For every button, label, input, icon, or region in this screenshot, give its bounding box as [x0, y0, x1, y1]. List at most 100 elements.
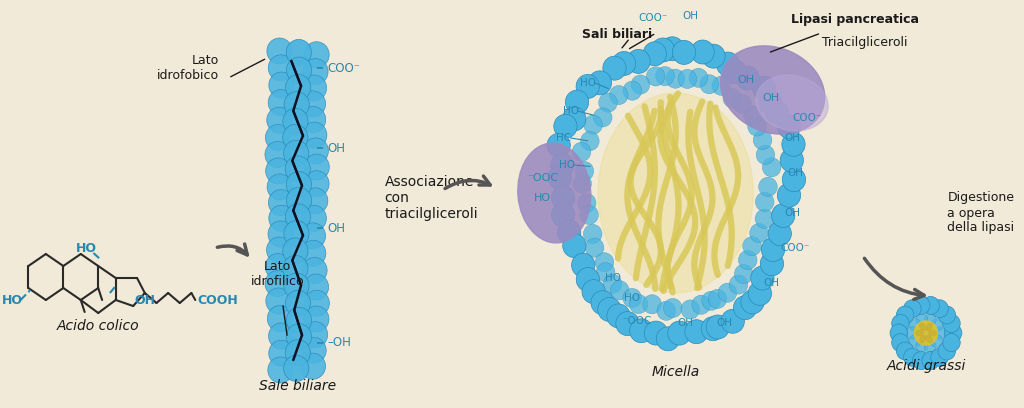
Circle shape	[721, 309, 744, 333]
Text: Acido colico: Acido colico	[57, 319, 139, 333]
Circle shape	[268, 357, 293, 383]
Circle shape	[269, 205, 294, 231]
Circle shape	[562, 107, 586, 131]
Circle shape	[304, 42, 329, 68]
Text: COOH: COOH	[198, 293, 238, 306]
Circle shape	[266, 237, 292, 263]
Ellipse shape	[598, 93, 754, 293]
Circle shape	[723, 60, 746, 84]
Text: OH: OH	[328, 222, 345, 235]
Circle shape	[552, 186, 574, 210]
Circle shape	[304, 154, 330, 180]
Text: HC: HC	[556, 133, 571, 143]
Text: OH: OH	[784, 133, 801, 143]
Text: COO⁻: COO⁻	[328, 62, 360, 75]
Text: HO: HO	[604, 273, 621, 283]
Circle shape	[723, 89, 741, 108]
Circle shape	[931, 319, 943, 331]
Circle shape	[914, 321, 938, 345]
Text: Acidi grassi: Acidi grassi	[886, 359, 966, 373]
Circle shape	[729, 275, 748, 294]
Circle shape	[733, 296, 757, 320]
Circle shape	[756, 192, 774, 211]
Circle shape	[581, 131, 599, 151]
Circle shape	[303, 59, 328, 84]
Circle shape	[584, 224, 602, 244]
Text: COO⁻: COO⁻	[792, 113, 821, 123]
Circle shape	[571, 253, 595, 277]
Circle shape	[718, 283, 736, 302]
Circle shape	[303, 138, 329, 164]
Text: OH: OH	[328, 142, 345, 155]
Circle shape	[643, 42, 667, 66]
Circle shape	[268, 190, 294, 216]
Circle shape	[265, 254, 291, 279]
Circle shape	[692, 295, 711, 314]
Circle shape	[938, 306, 955, 324]
Circle shape	[548, 166, 571, 190]
Circle shape	[565, 90, 589, 114]
Text: Sali biliari: Sali biliari	[583, 28, 652, 41]
Circle shape	[607, 304, 630, 328]
Circle shape	[302, 122, 327, 148]
Circle shape	[643, 295, 662, 314]
Circle shape	[588, 71, 611, 95]
Circle shape	[547, 133, 570, 157]
Circle shape	[287, 171, 311, 197]
Circle shape	[644, 321, 668, 345]
Text: Lipasi pancreatica: Lipasi pancreatica	[792, 13, 920, 26]
Circle shape	[691, 40, 715, 64]
Circle shape	[286, 75, 310, 100]
Circle shape	[749, 282, 771, 306]
Circle shape	[302, 257, 327, 284]
Circle shape	[267, 38, 292, 64]
Circle shape	[265, 158, 291, 184]
Circle shape	[631, 75, 650, 94]
Circle shape	[760, 252, 783, 276]
Circle shape	[301, 205, 327, 231]
Circle shape	[651, 38, 675, 62]
Text: OH: OH	[134, 293, 156, 306]
Circle shape	[268, 55, 294, 81]
Circle shape	[892, 334, 909, 352]
Circle shape	[265, 271, 290, 297]
Circle shape	[742, 237, 762, 256]
Circle shape	[300, 106, 326, 133]
Circle shape	[912, 297, 930, 315]
Circle shape	[656, 327, 680, 351]
Circle shape	[716, 52, 739, 76]
Circle shape	[756, 145, 775, 164]
Circle shape	[890, 324, 907, 342]
Circle shape	[268, 90, 294, 115]
Circle shape	[922, 297, 939, 315]
Circle shape	[612, 51, 636, 75]
Circle shape	[909, 319, 921, 331]
Circle shape	[673, 40, 695, 64]
Text: OH: OH	[763, 278, 779, 288]
Circle shape	[286, 290, 310, 316]
Circle shape	[284, 273, 309, 299]
Circle shape	[287, 187, 311, 213]
Circle shape	[303, 188, 328, 214]
Circle shape	[934, 327, 945, 339]
Circle shape	[283, 124, 308, 151]
Text: HO: HO	[563, 106, 579, 116]
Circle shape	[301, 240, 326, 266]
Circle shape	[743, 106, 762, 125]
Circle shape	[265, 124, 291, 151]
Ellipse shape	[927, 323, 932, 330]
Circle shape	[267, 174, 292, 200]
Circle shape	[595, 253, 613, 272]
Circle shape	[681, 300, 699, 319]
Circle shape	[577, 268, 599, 292]
Circle shape	[924, 313, 936, 326]
Ellipse shape	[756, 75, 828, 131]
Text: OH: OH	[762, 93, 779, 103]
Circle shape	[283, 255, 308, 282]
Circle shape	[284, 140, 309, 166]
Circle shape	[285, 340, 310, 366]
Circle shape	[304, 171, 329, 197]
Circle shape	[701, 291, 721, 310]
Circle shape	[267, 306, 293, 332]
Circle shape	[615, 312, 639, 335]
